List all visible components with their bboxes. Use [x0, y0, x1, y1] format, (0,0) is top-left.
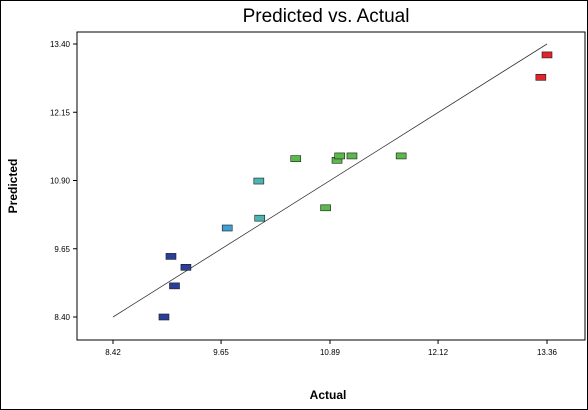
data-point	[221, 224, 233, 232]
y-tick-label: 8.40	[54, 313, 70, 322]
x-tick-label: 9.65	[213, 348, 229, 357]
data-point	[290, 155, 302, 162]
x-axis-label: Actual	[310, 388, 347, 402]
data-point	[158, 313, 170, 321]
x-tick-label: 8.42	[105, 348, 121, 357]
data-point	[254, 214, 266, 222]
data-point	[541, 51, 553, 59]
y-tick-label: 13.40	[50, 40, 71, 49]
x-tick-label: 12.12	[428, 348, 449, 357]
data-point	[320, 204, 331, 212]
data-point	[334, 152, 345, 160]
y-tick-label: 10.90	[50, 177, 71, 186]
data-point	[169, 282, 180, 290]
x-tick-label: 13.36	[537, 348, 558, 357]
data-point	[395, 152, 407, 160]
y-tick-label: 12.15	[50, 108, 71, 117]
data-point	[180, 264, 192, 271]
data-point	[253, 177, 265, 185]
reference-line	[112, 43, 548, 318]
y-tick-label: 9.65	[54, 245, 70, 254]
x-tick-label: 10.89	[320, 348, 341, 357]
data-point	[535, 74, 547, 81]
data-point	[346, 152, 358, 160]
plot-area	[76, 31, 586, 341]
data-point	[165, 253, 177, 260]
y-axis-label: Predicted	[6, 159, 20, 214]
chart-title: Predicted vs. Actual	[243, 6, 410, 27]
